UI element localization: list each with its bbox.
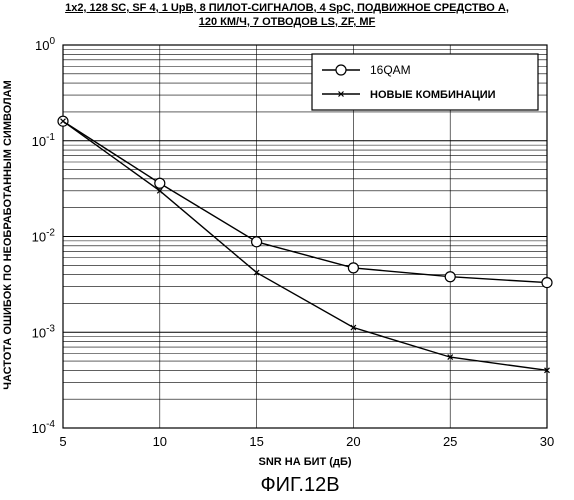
figure-label: ФИГ.12B [200,474,400,497]
legend-16qam-label: 16QAM [370,63,411,77]
x-tick-label: 25 [443,434,457,449]
x-tick-label: 20 [346,434,360,449]
y-axis-label: ЧАСТОТА ОШИБОК ПО НЕОБРАБОТАННЫМ СИМВОЛА… [2,70,14,400]
y-tick-label: 10-4 [32,419,56,436]
legend-16qam-marker [336,65,346,75]
y-tick-label: 10-2 [32,228,56,245]
x-tick-label: 5 [59,434,66,449]
series-16qam-point [542,278,552,288]
legend-new-combinations-label: НОВЫЕ КОМБИНАЦИИ [370,89,496,101]
y-tick-label: 100 [35,36,55,53]
x-tick-label: 30 [540,434,554,449]
series-16qam-point [252,237,262,247]
y-tick-label: 10-1 [32,132,56,149]
x-tick-label: 15 [249,434,263,449]
series-16qam-point [155,178,165,188]
legend-box [312,54,538,110]
y-tick-label: 10-3 [32,323,56,340]
x-axis-label: SNR НА БИТ (дБ) [160,456,450,468]
x-tick-label: 10 [153,434,167,449]
series-16qam-point [348,263,358,273]
series-16qam-point [445,272,455,282]
